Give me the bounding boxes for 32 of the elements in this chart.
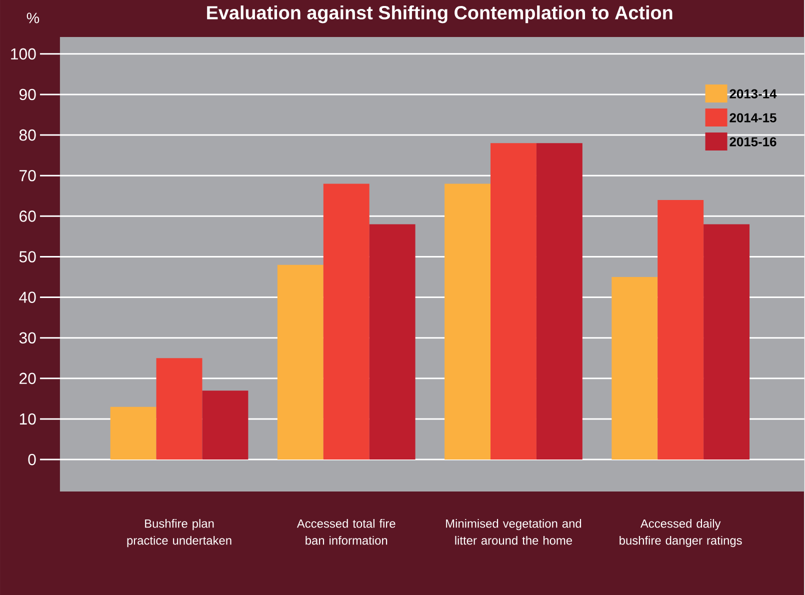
y-tick-label: 30 — [19, 332, 36, 344]
y-tick-label: 80 — [19, 129, 36, 140]
y-tick-label: 10 — [20, 413, 36, 424]
bar — [536, 142, 582, 460]
bar — [444, 184, 491, 460]
bar — [658, 200, 704, 460]
chart-title: Evaluation against Shifting Contemplation to Action — [207, 5, 672, 24]
y-axis-title: % — [26, 12, 40, 23]
bar — [156, 358, 202, 460]
y-tick-label: 0 — [28, 454, 36, 465]
y-tick-label: 100 — [11, 48, 36, 60]
legend-label: 2015-16 — [730, 136, 776, 146]
x-tick-label: Accessed total fire ban information — [296, 518, 396, 544]
y-tick-label: 50 — [19, 250, 36, 262]
bar — [323, 184, 370, 460]
bar — [277, 264, 324, 460]
x-tick-label: Bushfire plan practice undertaken — [127, 518, 232, 547]
legend-label: 2014-15 — [730, 113, 776, 122]
bar — [369, 224, 416, 460]
bar — [490, 142, 536, 460]
y-tick-label: 20 — [20, 372, 36, 384]
x-tick-label: Accessed daily bushfire danger ratings — [620, 518, 742, 547]
y-tick-label: 40 — [19, 291, 36, 303]
bar — [612, 276, 658, 460]
legend-label: 2013-14 — [730, 89, 777, 98]
x-tick-label: Minimised vegetation and litter around the home — [446, 518, 582, 544]
y-tick-label: 70 — [20, 170, 36, 182]
y-tick-label: 90 — [19, 88, 36, 100]
y-tick-label: 60 — [20, 210, 36, 222]
bar — [110, 406, 156, 460]
bar — [202, 390, 248, 460]
bar — [704, 224, 750, 460]
